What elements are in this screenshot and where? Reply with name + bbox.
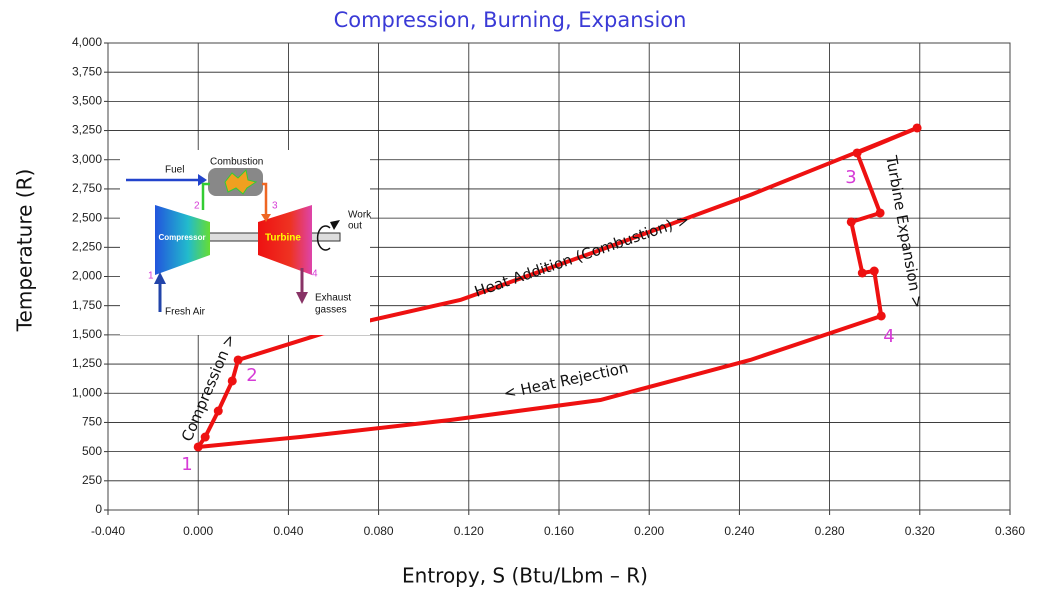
chart-title: Compression, Burning, Expansion [334,8,687,32]
y-tick-label: 4,000 [72,35,102,49]
x-tick-label: 0.240 [724,524,754,538]
inset-station: 2 [194,201,200,212]
inset-label: Turbine [265,233,301,244]
x-tick-label: 0.200 [634,524,664,538]
x-tick-label: 0.360 [995,524,1025,538]
state-number: 1 [181,454,192,475]
y-tick-label: 1,500 [72,327,102,341]
y-tick-label: 500 [82,444,102,458]
point [201,433,210,442]
x-axis-label: Entropy, S (Btu/Lbm – R) [402,564,648,588]
y-tick-label: 1,250 [72,356,102,370]
y-tick-label: 1,750 [72,298,102,312]
y-tick-label: 3,500 [72,94,102,108]
inset-label: Compressor [158,233,205,242]
inset-label: gasses [315,305,347,316]
y-tick-label: 2,500 [72,210,102,224]
point [853,148,862,157]
inset-label: Work [348,210,372,221]
inset-station: 1 [148,271,154,282]
y-axis-label: Temperature (R) [13,169,37,333]
x-tick-label: 0.280 [815,524,845,538]
x-tick-label: -0.040 [91,524,125,538]
state-number: 2 [246,365,257,386]
inset-station: 3 [272,201,278,212]
y-tick-label: 0 [95,502,102,516]
inset-label: Fuel [165,165,184,176]
inset-label: out [348,221,362,232]
point [847,217,856,226]
inset-station: 4 [312,269,318,280]
x-tick-label: 0.160 [544,524,574,538]
y-tick-label: 3,750 [72,64,102,78]
y-tick-label: 250 [82,473,102,487]
y-tick-label: 3,250 [72,123,102,137]
point [228,376,237,385]
y-tick-label: 2,000 [72,269,102,283]
y-tick-label: 2,250 [72,239,102,253]
state-number: 4 [883,326,894,347]
inset-label: Combustion [210,157,263,168]
y-tick-label: 750 [82,415,102,429]
x-tick-label: 0.320 [905,524,935,538]
inset-label: Fresh Air [165,307,206,318]
annotation: Heat Addition (Combustion) > [472,210,691,301]
point [214,406,223,415]
x-tick-label: 0.000 [183,524,213,538]
point [870,267,879,276]
x-tick-label: 0.040 [273,524,303,538]
x-tick-label: 0.080 [364,524,394,538]
chart: Compression, Burning, Expansion Entropy,… [0,0,1038,593]
inset-label: Exhaust [315,293,351,304]
point [913,123,922,132]
x-tick-label: 0.120 [454,524,484,538]
engine-inset: Fuel Combustion Compressor Turbine Work … [120,150,372,335]
y-tick-label: 2,750 [72,181,102,195]
state-number: 3 [845,167,856,188]
point [876,208,885,217]
y-tick-label: 1,000 [72,385,102,399]
point [858,268,867,277]
y-tick-label: 3,000 [72,152,102,166]
